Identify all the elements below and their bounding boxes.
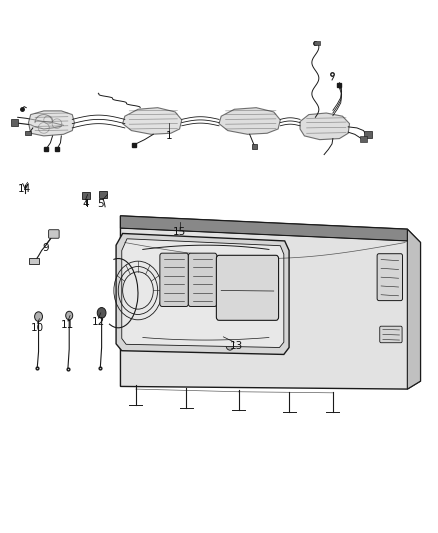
Polygon shape bbox=[120, 216, 420, 389]
FancyBboxPatch shape bbox=[216, 255, 279, 320]
Circle shape bbox=[66, 311, 73, 320]
Circle shape bbox=[35, 312, 42, 321]
FancyBboxPatch shape bbox=[160, 253, 188, 306]
Bar bbox=[364, 131, 372, 138]
Polygon shape bbox=[28, 111, 74, 136]
FancyBboxPatch shape bbox=[49, 230, 59, 238]
Text: 9: 9 bbox=[42, 243, 49, 253]
Text: 11: 11 bbox=[61, 320, 74, 330]
Polygon shape bbox=[300, 113, 350, 140]
Bar bbox=[314, 41, 320, 45]
Bar bbox=[82, 192, 90, 199]
Polygon shape bbox=[116, 233, 289, 354]
FancyBboxPatch shape bbox=[377, 254, 403, 301]
Bar bbox=[25, 131, 31, 135]
Text: 10: 10 bbox=[31, 323, 44, 333]
Polygon shape bbox=[123, 108, 182, 134]
FancyBboxPatch shape bbox=[188, 253, 217, 306]
Bar bbox=[11, 119, 18, 126]
Circle shape bbox=[97, 308, 106, 318]
Text: 14: 14 bbox=[18, 184, 31, 194]
Polygon shape bbox=[122, 239, 284, 348]
FancyBboxPatch shape bbox=[380, 326, 402, 343]
Text: 12: 12 bbox=[92, 318, 105, 327]
Text: 15: 15 bbox=[173, 227, 186, 237]
Circle shape bbox=[226, 341, 234, 350]
Bar bbox=[360, 136, 367, 142]
Bar bbox=[99, 191, 107, 198]
Polygon shape bbox=[407, 229, 420, 389]
Text: 4: 4 bbox=[82, 199, 89, 209]
Bar bbox=[29, 258, 39, 264]
Text: 5: 5 bbox=[97, 199, 104, 209]
Polygon shape bbox=[120, 216, 407, 241]
Bar bbox=[252, 144, 257, 149]
Polygon shape bbox=[219, 108, 280, 134]
Text: 1: 1 bbox=[165, 131, 172, 141]
Text: 13: 13 bbox=[230, 342, 243, 351]
